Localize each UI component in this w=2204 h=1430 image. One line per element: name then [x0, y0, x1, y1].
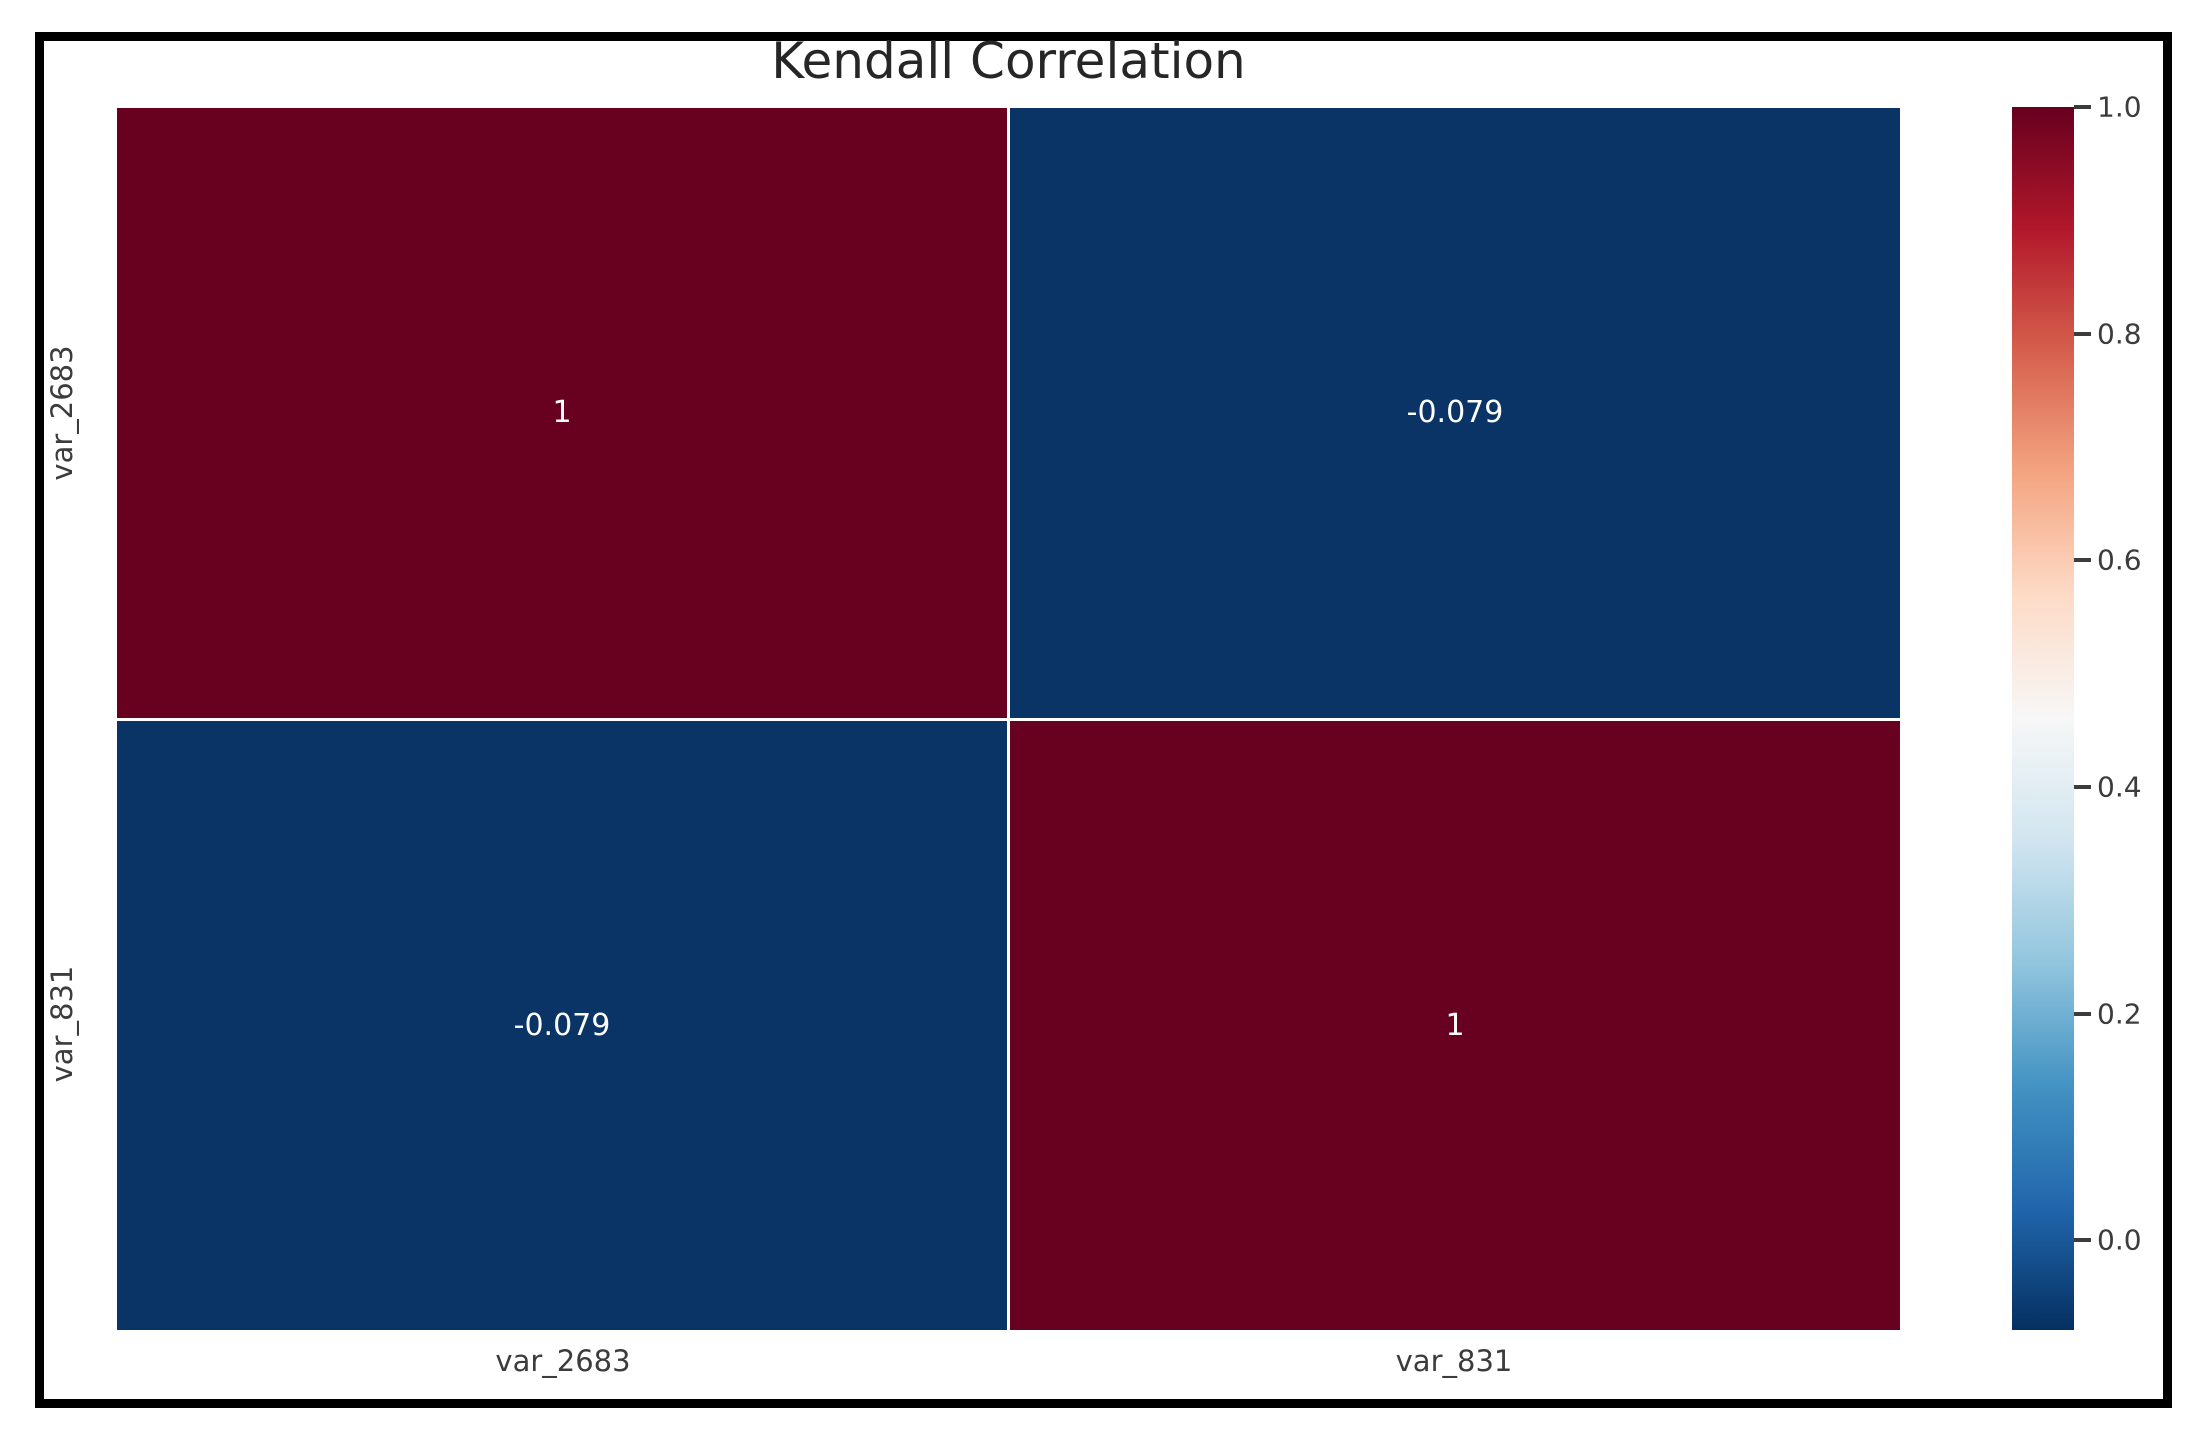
- colorbar-tick-label: 1.0: [2097, 90, 2142, 124]
- colorbar-tick-label: 0.6: [2097, 543, 2142, 577]
- y-axis-tick-label-var_2683: var_2683: [45, 345, 79, 481]
- colorbar-tick-label: 0.0: [2097, 1223, 2142, 1257]
- colorbar-tick-mark: [2074, 558, 2091, 563]
- colorbar-tick-mark: [2074, 1238, 2091, 1243]
- chart-title: Kendall Correlation: [771, 32, 1246, 90]
- colorbar-tick-mark: [2074, 105, 2091, 109]
- heatmap-cell-r0c0: 1: [117, 108, 1007, 718]
- colorbar-tick-mark: [2074, 1011, 2091, 1016]
- colorbar-tick-label: 0.8: [2097, 317, 2142, 351]
- heatmap-cell-r1c1: 1: [1010, 720, 1900, 1330]
- heatmap-cell-r1c0: -0.079: [117, 720, 1007, 1330]
- colorbar-tick-label: 0.2: [2097, 997, 2142, 1031]
- colorbar-tick-mark: [2074, 331, 2091, 336]
- colorbar: [2012, 107, 2074, 1330]
- y-axis-tick-label-var_831: var_831: [45, 965, 79, 1083]
- colorbar-tick-mark: [2074, 785, 2091, 790]
- correlation-heatmap: 1 -0.079 -0.079 1: [117, 108, 1900, 1330]
- x-axis-tick-label-var_2683: var_2683: [495, 1344, 631, 1378]
- colorbar-tick-label: 0.4: [2097, 770, 2142, 804]
- heatmap-cell-r0c1: -0.079: [1010, 108, 1900, 718]
- x-axis-tick-label-var_831: var_831: [1395, 1344, 1513, 1378]
